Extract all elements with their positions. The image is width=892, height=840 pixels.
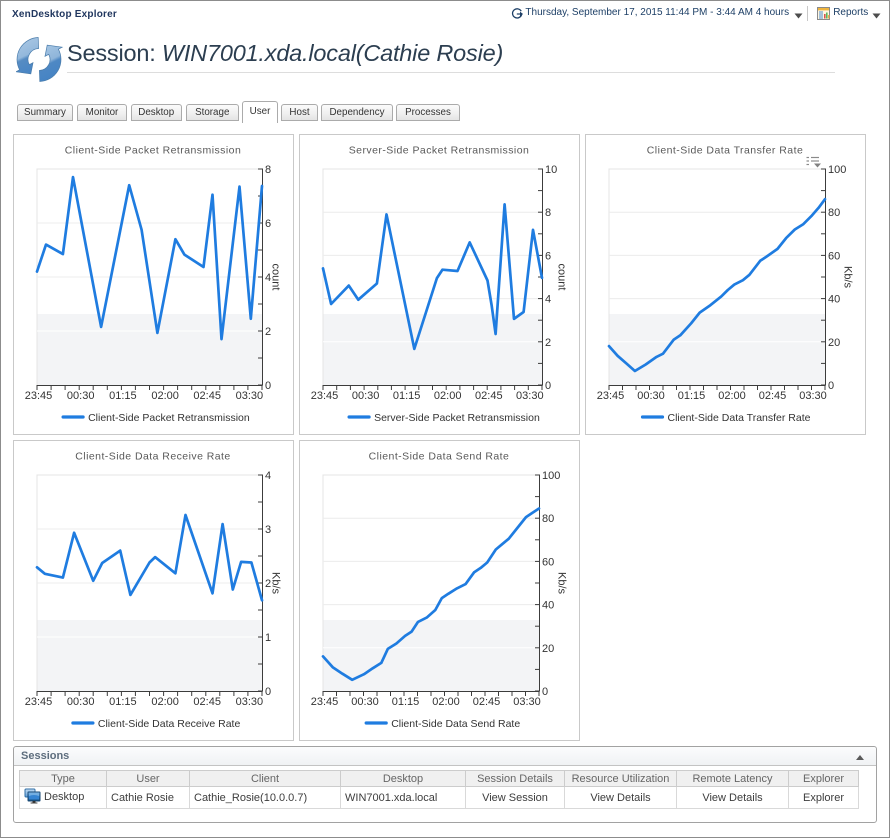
svg-text:01:15: 01:15 (678, 390, 706, 402)
svg-text:20: 20 (542, 643, 554, 655)
svg-text:Kb/s: Kb/s (270, 572, 282, 595)
svg-text:02:00: 02:00 (432, 696, 460, 708)
svg-text:23:45: 23:45 (25, 696, 53, 708)
svg-text:count: count (556, 264, 568, 291)
svg-text:01:15: 01:15 (392, 696, 420, 708)
svg-text:4: 4 (265, 272, 271, 284)
svg-text:0: 0 (265, 380, 271, 392)
svg-text:03:30: 03:30 (513, 696, 541, 708)
svg-text:02:00: 02:00 (434, 390, 462, 402)
svg-text:4: 4 (265, 470, 271, 482)
svg-text:03:30: 03:30 (236, 696, 264, 708)
svg-text:02:45: 02:45 (759, 390, 787, 402)
svg-text:23:45: 23:45 (597, 390, 625, 402)
svg-text:02:00: 02:00 (718, 390, 746, 402)
svg-text:Client-Side Data Receive Rate: Client-Side Data Receive Rate (98, 718, 241, 730)
svg-text:23:45: 23:45 (311, 390, 339, 402)
svg-text:00:30: 00:30 (67, 696, 95, 708)
svg-text:23:45: 23:45 (311, 696, 339, 708)
svg-text:01:15: 01:15 (109, 696, 137, 708)
svg-text:80: 80 (828, 207, 840, 219)
svg-text:1: 1 (265, 632, 271, 644)
svg-text:8: 8 (545, 207, 551, 219)
svg-text:100: 100 (828, 164, 846, 176)
svg-text:Client-Side Data Send Rate: Client-Side Data Send Rate (369, 451, 510, 463)
svg-text:Server-Side Packet Retransmiss: Server-Side Packet Retransmission (349, 145, 530, 157)
svg-text:3: 3 (265, 524, 271, 536)
svg-text:03:30: 03:30 (799, 390, 827, 402)
svg-text:count: count (270, 264, 282, 291)
svg-text:00:30: 00:30 (352, 390, 380, 402)
svg-text:80: 80 (542, 513, 554, 525)
svg-text:0: 0 (828, 380, 834, 392)
svg-text:Client-Side Data Transfer Rate: Client-Side Data Transfer Rate (647, 145, 803, 157)
svg-text:0: 0 (265, 686, 271, 698)
svg-text:60: 60 (542, 556, 554, 568)
svg-text:23:45: 23:45 (25, 390, 53, 402)
svg-text:Kb/s: Kb/s (842, 266, 854, 289)
svg-text:00:30: 00:30 (67, 390, 95, 402)
svg-text:Kb/s: Kb/s (556, 572, 568, 595)
svg-text:100: 100 (542, 470, 560, 482)
svg-text:02:45: 02:45 (475, 390, 503, 402)
svg-text:2: 2 (265, 578, 271, 590)
svg-text:60: 60 (828, 250, 840, 262)
svg-text:0: 0 (542, 686, 548, 698)
svg-text:01:15: 01:15 (109, 390, 137, 402)
svg-text:Client-Side Data Send Rate: Client-Side Data Send Rate (391, 718, 520, 730)
svg-text:20: 20 (828, 337, 840, 349)
svg-text:00:30: 00:30 (637, 390, 665, 402)
svg-text:40: 40 (828, 294, 840, 306)
svg-text:03:30: 03:30 (516, 390, 544, 402)
svg-text:10: 10 (545, 164, 557, 176)
svg-text:Server-Side Packet Retransmiss: Server-Side Packet Retransmission (374, 412, 540, 424)
svg-text:Client-Side Data Receive Rate: Client-Side Data Receive Rate (75, 451, 230, 463)
svg-text:6: 6 (545, 250, 551, 262)
svg-text:8: 8 (265, 164, 271, 176)
svg-text:2: 2 (265, 326, 271, 338)
svg-text:Client-Side Packet Retransmiss: Client-Side Packet Retransmission (65, 145, 242, 157)
svg-text:Client-Side Packet Retransmiss: Client-Side Packet Retransmission (88, 412, 250, 424)
svg-text:02:00: 02:00 (151, 390, 179, 402)
svg-text:02:45: 02:45 (193, 696, 221, 708)
svg-text:03:30: 03:30 (236, 390, 264, 402)
svg-text:02:45: 02:45 (473, 696, 501, 708)
svg-text:4: 4 (545, 294, 551, 306)
svg-text:02:00: 02:00 (151, 696, 179, 708)
svg-text:6: 6 (265, 218, 271, 230)
svg-text:0: 0 (545, 380, 551, 392)
svg-text:02:45: 02:45 (193, 390, 221, 402)
svg-text:Client-Side Data Transfer Rate: Client-Side Data Transfer Rate (668, 412, 811, 424)
svg-text:01:15: 01:15 (393, 390, 421, 402)
svg-text:40: 40 (542, 600, 554, 612)
svg-text:2: 2 (545, 337, 551, 349)
svg-text:00:30: 00:30 (351, 696, 379, 708)
